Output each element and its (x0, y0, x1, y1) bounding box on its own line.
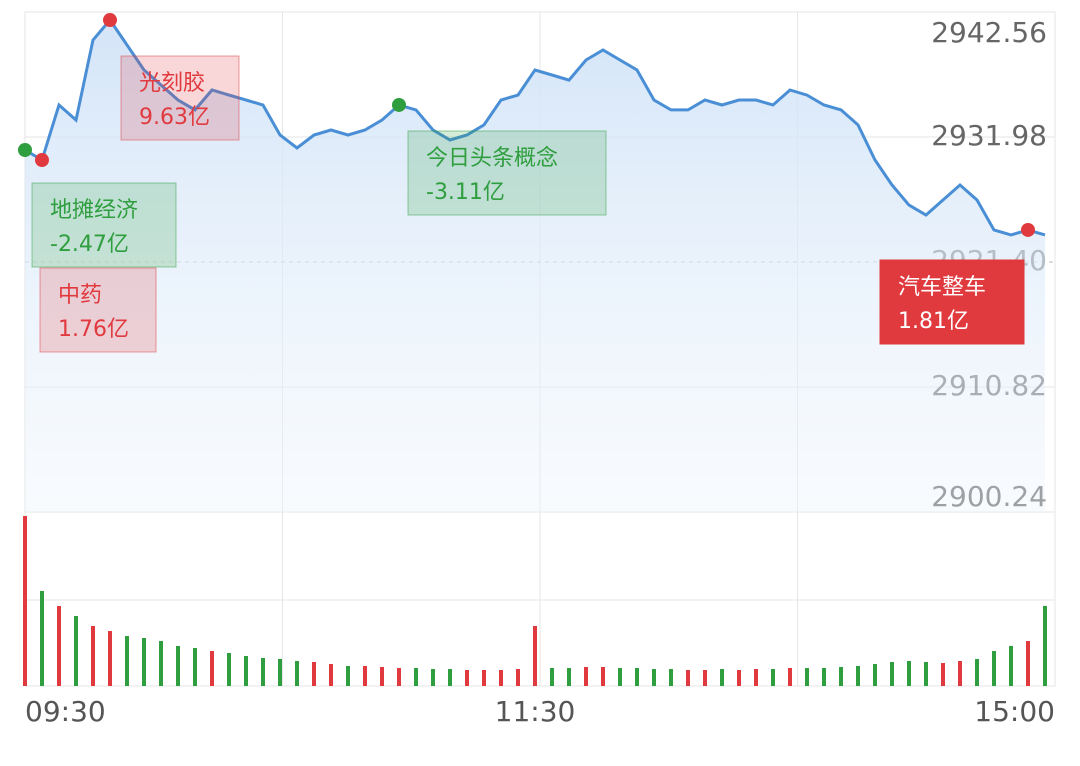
annotation-marker (18, 142, 32, 157)
volume-bar (1009, 646, 1013, 686)
volume-bar (142, 638, 146, 686)
annotation-marker (392, 97, 406, 112)
volume-bar (312, 662, 316, 686)
volume-bar (482, 670, 486, 686)
volume-bar (397, 668, 401, 686)
volume-bar (346, 666, 350, 686)
annotation-label: 光刻胶 (139, 71, 205, 96)
volume-bar (584, 667, 588, 686)
volume-bar (261, 658, 265, 686)
volume-bar (74, 616, 78, 686)
volume-bar (907, 661, 911, 686)
volume-bar (499, 670, 503, 686)
volume-bar (754, 669, 758, 686)
annotation-amount: 1.81亿 (898, 309, 969, 334)
volume-bar (329, 664, 333, 686)
volume-bar (125, 636, 129, 686)
annotation-box (120, 55, 240, 141)
volume-bar (686, 670, 690, 686)
volume-bar (1043, 606, 1047, 686)
annotation-label: 汽车整车 (898, 275, 986, 300)
volume-bar (193, 648, 197, 686)
annotation-box (39, 267, 157, 353)
volume-bar (380, 667, 384, 686)
volume-bar (448, 669, 452, 686)
volume-bar (618, 668, 622, 686)
volume-bar (975, 659, 979, 686)
annotation-amount: -3.11亿 (426, 180, 505, 205)
volume-bar (856, 666, 860, 686)
volume-bar (414, 668, 418, 686)
volume-bar (1026, 641, 1030, 686)
volume-bar (23, 516, 27, 686)
x-tick-label: 11:30 (495, 695, 576, 728)
annotation-label: 今日头条概念 (426, 146, 558, 171)
volume-bar (57, 606, 61, 686)
volume-bar (703, 670, 707, 686)
annotation-box (31, 182, 177, 268)
annotation-amount: 1.76亿 (58, 317, 129, 342)
price-line (24, 17, 1046, 237)
annotation-marker (1021, 222, 1035, 237)
annotation-label: 地摊经济 (50, 198, 138, 223)
volume-bar (822, 668, 826, 686)
volume-bar (533, 626, 537, 686)
volume-bar (890, 662, 894, 686)
volume-bar (295, 661, 299, 686)
volume-bar (669, 669, 673, 686)
annotation-box (407, 130, 607, 216)
annotation-amount: 9.63亿 (139, 105, 210, 130)
y-tick-label: 2931.98 (931, 119, 1047, 152)
y-tick-label: 2942.56 (931, 16, 1047, 49)
volume-bar (720, 669, 724, 686)
annotation-box (879, 259, 1025, 345)
volume-bar (992, 651, 996, 686)
volume-bar (941, 663, 945, 686)
x-tick-label: 15:00 (974, 695, 1055, 728)
x-tick-label: 09:30 (25, 695, 106, 728)
volume-bar (924, 662, 928, 686)
volume-bar (737, 670, 741, 686)
volume-bar (652, 669, 656, 686)
volume-bar (431, 669, 435, 686)
volume-bar (635, 668, 639, 686)
volume-bar (363, 666, 367, 686)
annotation-label: 中药 (58, 283, 102, 308)
annotation-amount: -2.47亿 (50, 232, 129, 257)
volume-bar (788, 668, 792, 686)
annotation-marker (103, 13, 117, 28)
volume-bar (278, 659, 282, 686)
volume-bar (108, 631, 112, 686)
volume-bar (601, 667, 605, 686)
volume-bar (176, 646, 180, 686)
volume-bar (805, 668, 809, 686)
volume-bar (567, 668, 571, 686)
volume-bar (873, 664, 877, 686)
volume-bar (40, 591, 44, 686)
volume-bar (91, 626, 95, 686)
volume-bar (159, 641, 163, 686)
volume-bar (771, 669, 775, 686)
volume-bar (516, 669, 520, 686)
volume-bar (550, 668, 554, 686)
volume-bar (244, 656, 248, 686)
volume-bar (227, 653, 231, 686)
volume-bar (465, 670, 469, 686)
volume-bar (210, 651, 214, 686)
annotation-marker (35, 153, 49, 168)
volume-bar (958, 661, 962, 686)
volume-bar (839, 667, 843, 686)
area (25, 20, 1045, 512)
